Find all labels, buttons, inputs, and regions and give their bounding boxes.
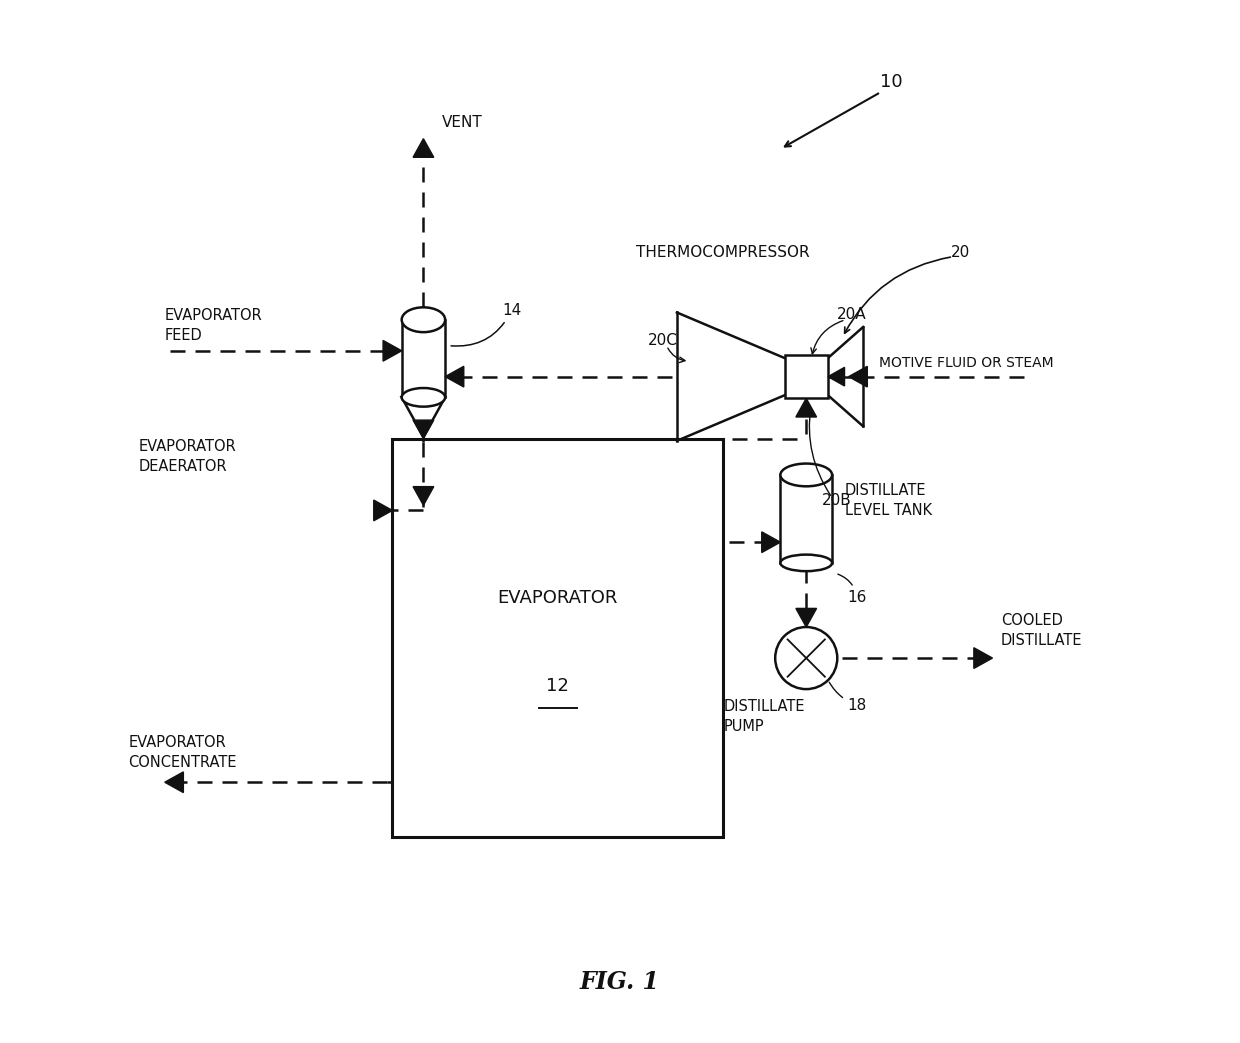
Ellipse shape <box>402 388 445 407</box>
Text: EVAPORATOR
DEAERATOR: EVAPORATOR DEAERATOR <box>139 439 237 474</box>
Text: MOTIVE FLUID OR STEAM: MOTIVE FLUID OR STEAM <box>879 357 1053 370</box>
Polygon shape <box>413 139 434 157</box>
Text: THERMOCOMPRESSOR: THERMOCOMPRESSOR <box>636 245 810 260</box>
Polygon shape <box>402 397 445 437</box>
Text: 20: 20 <box>951 245 971 260</box>
Polygon shape <box>828 367 844 386</box>
Polygon shape <box>413 420 434 439</box>
Ellipse shape <box>780 555 832 572</box>
Text: FIG. 1: FIG. 1 <box>580 970 660 994</box>
Text: 20C: 20C <box>649 333 678 348</box>
Bar <box>402 320 445 397</box>
Text: 20B: 20B <box>822 493 852 508</box>
Circle shape <box>775 627 837 689</box>
Polygon shape <box>796 608 817 627</box>
Text: EVAPORATOR: EVAPORATOR <box>497 589 618 607</box>
Bar <box>785 355 828 398</box>
Ellipse shape <box>402 308 445 332</box>
Polygon shape <box>165 772 184 793</box>
Bar <box>392 439 723 838</box>
Polygon shape <box>761 532 780 553</box>
Text: 18: 18 <box>830 682 867 712</box>
Text: EVAPORATOR
CONCENTRATE: EVAPORATOR CONCENTRATE <box>129 735 237 770</box>
Polygon shape <box>445 366 464 387</box>
Polygon shape <box>848 366 867 387</box>
Text: 20A: 20A <box>837 307 867 322</box>
Ellipse shape <box>780 463 832 486</box>
Polygon shape <box>413 487 434 505</box>
Text: 10: 10 <box>879 73 903 91</box>
Polygon shape <box>383 340 402 361</box>
Polygon shape <box>796 398 817 417</box>
Text: DISTILLATE
PUMP: DISTILLATE PUMP <box>723 700 805 734</box>
Text: EVAPORATOR
FEED: EVAPORATOR FEED <box>165 308 263 342</box>
Bar <box>780 475 832 563</box>
Polygon shape <box>373 500 392 520</box>
Text: VENT: VENT <box>441 116 482 130</box>
Text: COOLED
DISTILLATE: COOLED DISTILLATE <box>1001 613 1083 648</box>
Text: 12: 12 <box>547 677 569 695</box>
Text: 14: 14 <box>451 302 521 346</box>
Polygon shape <box>973 648 992 669</box>
Text: 16: 16 <box>838 574 867 605</box>
Text: DISTILLATE
LEVEL TANK: DISTILLATE LEVEL TANK <box>844 483 931 518</box>
